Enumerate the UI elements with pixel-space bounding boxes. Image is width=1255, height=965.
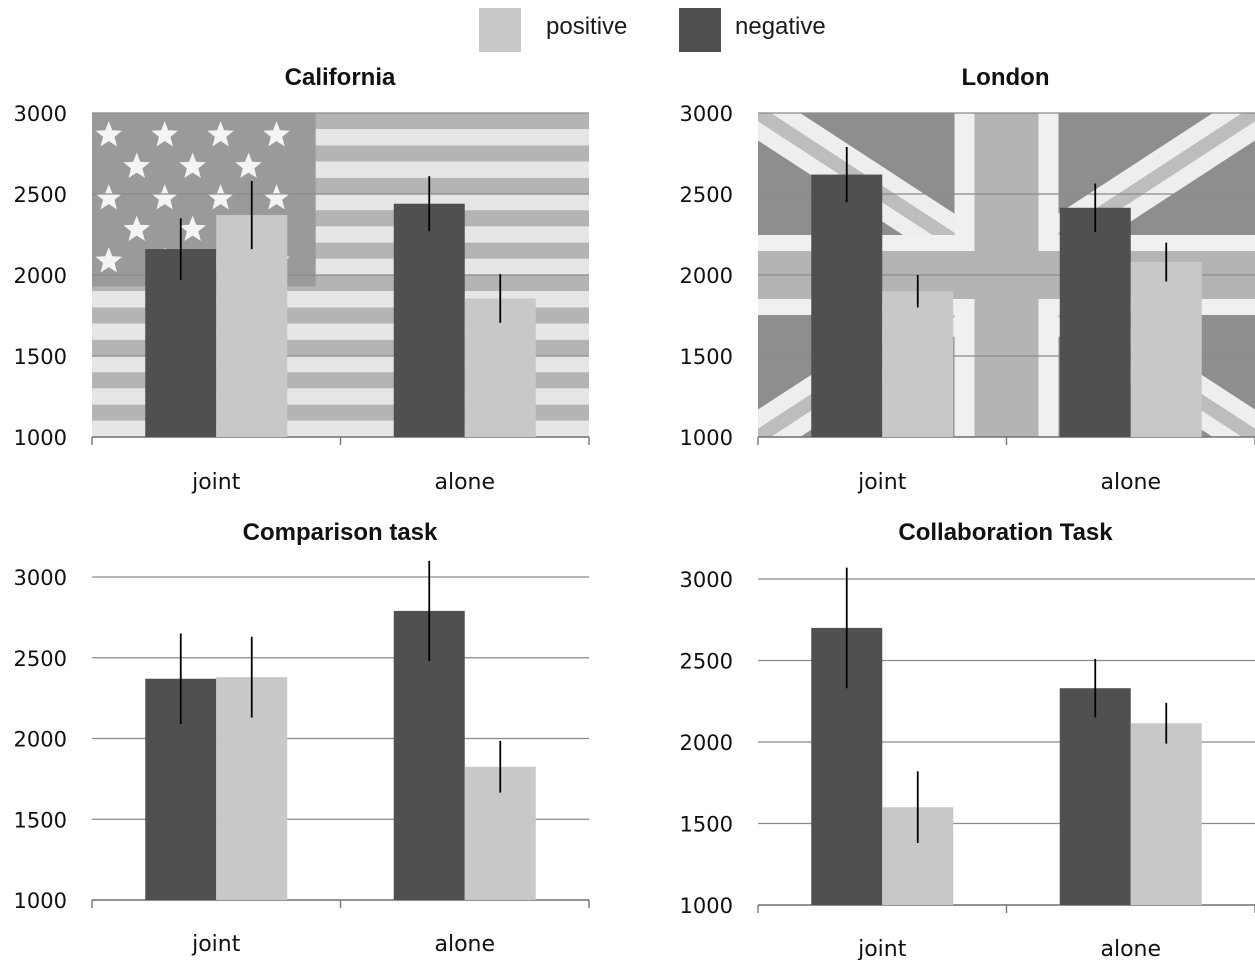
flag-star [123, 152, 150, 178]
y-tick-label: 2000 [680, 731, 733, 755]
flag-star [263, 121, 290, 147]
y-tick-label: 2500 [14, 647, 67, 671]
y-tick-label: 1500 [14, 345, 67, 369]
bar-positive [882, 291, 954, 437]
chart-london: London 1000 1500 2000 2500 3000 joint alone [666, 60, 1255, 500]
bar-positive [1130, 262, 1202, 437]
x-tick-label: alone [1100, 470, 1161, 495]
flag-star [95, 121, 123, 147]
flag-star [95, 184, 123, 210]
x-tick-label: joint [191, 470, 241, 495]
legend-swatch-positive [479, 8, 521, 52]
flag-star [123, 215, 150, 241]
flag-star [207, 184, 234, 210]
y-tick-label: 2000 [14, 728, 67, 752]
flag-star [263, 184, 290, 210]
legend-label-positive: positive [546, 13, 628, 40]
y-tick-label: 1000 [14, 426, 67, 450]
flag-star [151, 184, 178, 210]
y-tick-label: 3000 [680, 568, 733, 592]
bar-negative [1059, 688, 1131, 905]
x-tick-label: joint [857, 937, 907, 960]
chart-collaboration-task: Collaboration Task 1000 1500 2000 2500 3000 j… [666, 515, 1255, 962]
chart-comparison-task: Comparison task 1000 1500 2000 2500 3000 join… [0, 515, 600, 960]
flag-star [95, 247, 123, 273]
y-tick-label: 2500 [680, 183, 733, 207]
chart-svg: 1000 1500 2000 2500 3000 joint alone [680, 102, 1255, 495]
y-tick-label: 1500 [14, 808, 67, 832]
legend-swatch-negative [679, 8, 721, 52]
legend: positive negative [0, 0, 1255, 56]
flag-star [179, 152, 206, 178]
chart-svg: 1000 1500 2000 2500 3000 joint alone [14, 102, 590, 495]
x-tick-label: joint [857, 470, 907, 495]
flag-star [207, 121, 234, 147]
bar-positive [216, 215, 288, 437]
chart-california: California 1000 1500 2000 2500 3000 joint alon… [0, 60, 600, 500]
chart-title: London [961, 64, 1050, 91]
y-tick-label: 1000 [14, 889, 67, 913]
y-tick-label: 1000 [680, 894, 733, 918]
flag-star [179, 215, 206, 241]
legend-label-negative: negative [735, 13, 826, 40]
bar-negative [145, 249, 217, 437]
bar-negative [1059, 207, 1131, 437]
y-tick-label: 1500 [680, 345, 733, 369]
bar-negative [811, 174, 883, 437]
x-tick-label: alone [434, 470, 495, 495]
chart-title: Collaboration Task [898, 519, 1113, 546]
bar-positive [1130, 723, 1202, 905]
x-tick-label: alone [1100, 937, 1161, 960]
chart-title: California [284, 64, 396, 91]
chart-title: Comparison task [242, 519, 438, 546]
y-tick-label: 3000 [680, 102, 733, 126]
y-tick-label: 1000 [680, 426, 733, 450]
y-tick-label: 3000 [14, 102, 67, 126]
y-tick-label: 2500 [680, 650, 733, 674]
flag-star [151, 121, 178, 147]
y-tick-label: 2500 [14, 183, 67, 207]
chart-svg: 1000 1500 2000 2500 3000 joint alone [680, 567, 1255, 962]
bar-negative [393, 203, 465, 437]
flag-star [235, 152, 262, 178]
y-tick-label: 1500 [680, 813, 733, 837]
y-tick-label: 2000 [14, 264, 67, 288]
x-tick-label: alone [434, 932, 495, 957]
y-tick-label: 3000 [14, 566, 67, 590]
y-tick-label: 2000 [680, 264, 733, 288]
chart-svg: 1000 1500 2000 2500 3000 joint alone [14, 560, 590, 957]
x-tick-label: joint [191, 932, 241, 957]
